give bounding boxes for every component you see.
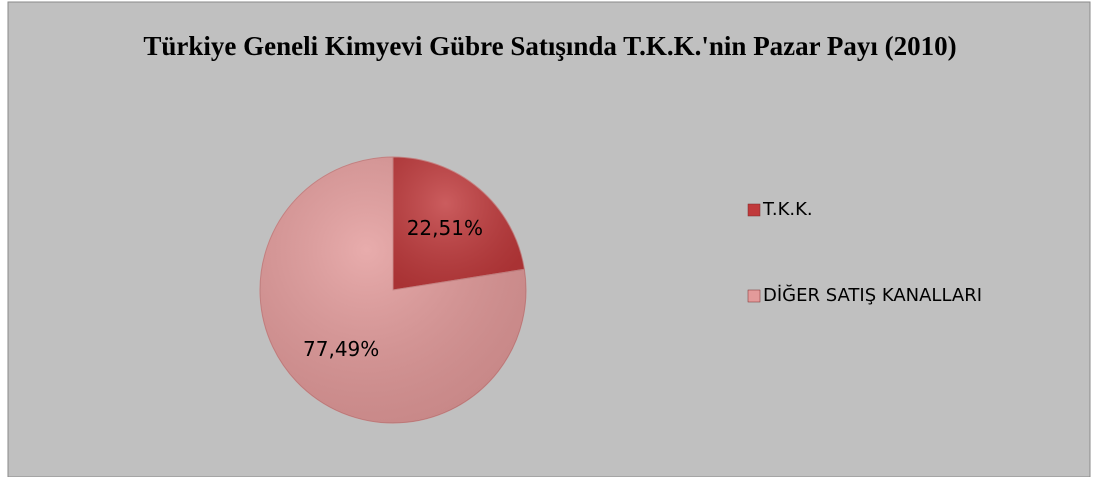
legend-swatch [747,203,761,217]
legend-swatch [747,289,761,303]
slice-shading [260,157,526,424]
data-label: 77,49% [303,337,379,361]
slice-shading [393,157,525,290]
plot-background [7,1,1091,477]
legend-label: DİĞER SATIŞ KANALLARI [763,284,982,306]
chart-title: Türkiye Geneli Kimyevi Gübre Satışında T… [143,31,957,61]
data-label: 22,51% [407,216,483,240]
legend-label: T.K.K. [762,199,813,220]
